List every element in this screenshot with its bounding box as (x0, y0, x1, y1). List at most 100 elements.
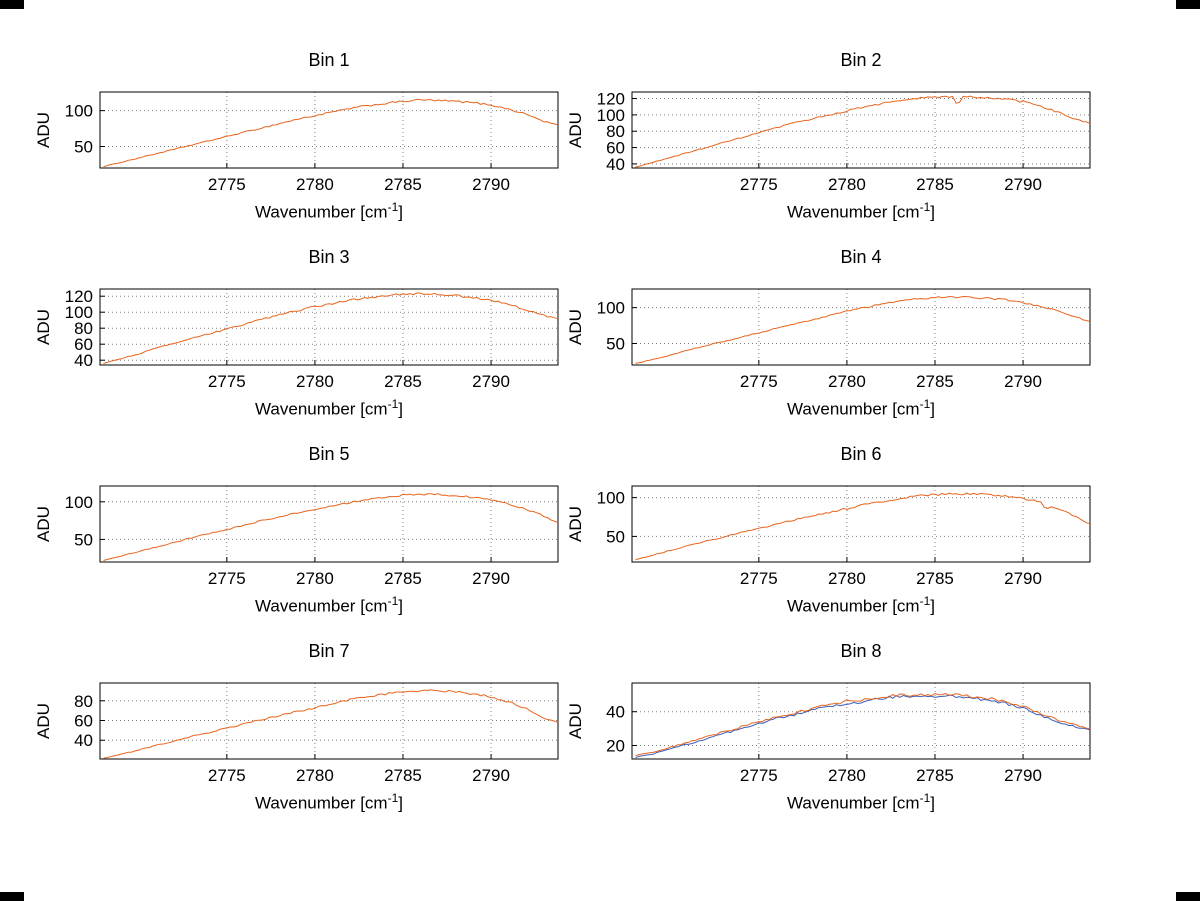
x-tick-label: 2775 (208, 175, 246, 194)
plot-area: 2775 2780 2785 2790 20 40 (606, 682, 1091, 785)
x-tick-label: 2780 (296, 569, 334, 588)
x-tick-label: 2785 (916, 569, 954, 588)
y-tick-label: 100 (597, 489, 625, 508)
x-tick-label: 2785 (916, 766, 954, 785)
plot-title: Bin 2 (840, 50, 882, 70)
x-tick-label: 2790 (472, 175, 510, 194)
x-axis-label-text: Wavenumber [cm (787, 399, 920, 419)
series-line-spectrum (103, 98, 559, 168)
plot-title: Bin 8 (840, 641, 882, 661)
x-tick-label: 2780 (828, 175, 866, 194)
plot-title: Bin 3 (308, 247, 350, 267)
x-axis-label-sup: -1 (387, 200, 399, 214)
y-tick-label: 50 (606, 527, 625, 546)
x-tick-label: 2785 (384, 569, 422, 588)
x-tick-label: 2785 (916, 175, 954, 194)
x-axis-label-text: Wavenumber [cm (255, 399, 388, 419)
series-line-spectrum-b (635, 694, 1091, 759)
x-axis-label-close: ] (930, 202, 935, 222)
x-axis-label-close: ] (398, 596, 403, 616)
subplot-bin-1: Bin 1 ADU 2775 2780 2785 2790 50 100 Wavenumb… (0, 40, 600, 238)
y-tick-label: 20 (606, 736, 625, 755)
x-axis-label-text: Wavenumber [cm (787, 793, 920, 813)
plot-area: 2775 2780 2785 2790 50 100 (597, 485, 1091, 588)
x-tick-label: 2775 (740, 569, 778, 588)
x-tick-label: 2790 (472, 569, 510, 588)
plot-area: 2775 2780 2785 2790 50 100 (597, 288, 1091, 391)
y-tick-label: 40 (606, 155, 625, 174)
y-tick-label: 60 (606, 139, 625, 158)
x-tick-label: 2780 (828, 569, 866, 588)
y-tick-label: 60 (74, 712, 93, 731)
y-tick-label: 60 (74, 335, 93, 354)
series-line-spectrum (635, 295, 1091, 364)
x-axis-label-close: ] (398, 202, 403, 222)
x-tick-label: 2775 (208, 766, 246, 785)
subplot-bin-5: Bin 5 ADU 2775 2780 2785 2790 50 100 Wavenumb… (0, 434, 600, 632)
y-tick-label: 100 (597, 299, 625, 318)
x-axis-label-text: Wavenumber [cm (255, 596, 388, 616)
x-tick-label: 2780 (296, 372, 334, 391)
corner-mark (1176, 892, 1200, 901)
x-tick-label: 2790 (1004, 766, 1042, 785)
x-axis-label-sup: -1 (919, 397, 931, 411)
x-axis-label-sup: -1 (387, 594, 399, 608)
x-axis-label: Wavenumber [cm-1] (100, 200, 558, 223)
x-axis-label-sup: -1 (387, 397, 399, 411)
x-axis-label-sup: -1 (387, 791, 399, 805)
axis-box (631, 682, 1091, 760)
x-tick-label: 2775 (208, 569, 246, 588)
corner-mark (0, 0, 24, 9)
y-tick-label: 50 (74, 137, 93, 156)
y-tick-label: 50 (606, 334, 625, 353)
series-line-spectrum-a (635, 692, 1091, 757)
x-tick-label: 2780 (296, 766, 334, 785)
x-tick-label: 2775 (740, 766, 778, 785)
x-axis-label-close: ] (930, 596, 935, 616)
x-axis-label-text: Wavenumber [cm (255, 202, 388, 222)
x-axis-label-close: ] (930, 793, 935, 813)
x-tick-label: 2790 (1004, 569, 1042, 588)
x-tick-label: 2785 (384, 372, 422, 391)
corner-mark (1176, 0, 1200, 9)
x-tick-label: 2790 (1004, 372, 1042, 391)
axis-box (99, 91, 559, 169)
y-tick-label: 80 (74, 692, 93, 711)
plot-area: 2775 2780 2785 2790 50 100 (65, 91, 559, 194)
series-line-spectrum (103, 292, 559, 365)
x-tick-label: 2780 (296, 175, 334, 194)
y-tick-label: 120 (597, 90, 625, 109)
plot-title: Bin 7 (308, 641, 350, 661)
subplot-bin-6: Bin 6 ADU 2775 2780 2785 2790 50 100 Wavenumb… (532, 434, 1132, 632)
x-tick-label: 2790 (472, 766, 510, 785)
x-tick-label: 2785 (384, 766, 422, 785)
x-axis-label: Wavenumber [cm-1] (100, 397, 558, 420)
x-axis-label-text: Wavenumber [cm (255, 793, 388, 813)
plot-title: Bin 1 (308, 50, 350, 70)
x-tick-label: 2775 (740, 175, 778, 194)
subplot-bin-4: Bin 4 ADU 2775 2780 2785 2790 50 100 Wavenumb… (532, 237, 1132, 435)
subplot-bin-8: Bin 8 ADU 2775 2780 2785 2790 20 40 Wavenumbe… (532, 631, 1132, 829)
subplot-bin-2: Bin 2 ADU 2775 2780 2785 2790 40 60 80 100 120 W… (532, 40, 1132, 238)
plot-title: Bin 6 (840, 444, 882, 464)
y-tick-label: 80 (606, 122, 625, 141)
x-axis-label: Wavenumber [cm-1] (632, 791, 1090, 814)
x-tick-label: 2775 (208, 372, 246, 391)
x-tick-label: 2790 (472, 372, 510, 391)
series-line-spectrum (635, 492, 1091, 560)
y-tick-label: 100 (65, 493, 93, 512)
x-tick-label: 2780 (828, 372, 866, 391)
x-axis-label-sup: -1 (919, 594, 931, 608)
x-axis-label-text: Wavenumber [cm (787, 202, 920, 222)
x-axis-label-close: ] (398, 793, 403, 813)
x-axis-label: Wavenumber [cm-1] (100, 594, 558, 617)
y-tick-label: 80 (74, 319, 93, 338)
x-axis-label: Wavenumber [cm-1] (632, 200, 1090, 223)
subplot-bin-7: Bin 7 ADU 2775 2780 2785 2790 40 60 80 Wavenum… (0, 631, 600, 829)
series-line-spectrum (103, 689, 559, 759)
subplot-bin-3: Bin 3 ADU 2775 2780 2785 2790 40 60 80 100 120 W… (0, 237, 600, 435)
